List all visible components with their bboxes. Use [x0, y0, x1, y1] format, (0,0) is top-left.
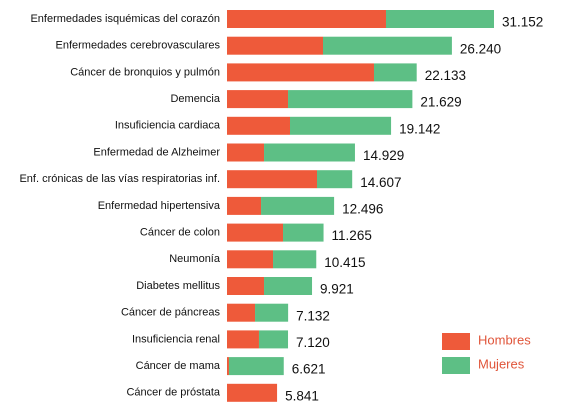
- bar-segment: [228, 357, 284, 376]
- total-label: 7.132: [296, 308, 330, 323]
- total-label: 10.415: [324, 255, 365, 270]
- category-label: Enfermedades isquémicas del corazón: [30, 13, 220, 25]
- bar-segment: [227, 196, 262, 215]
- bar-segment: [255, 303, 289, 322]
- bar-segment: [227, 36, 323, 55]
- bar-segment: [227, 143, 265, 162]
- bar-segment: [227, 63, 374, 82]
- bar-segment: [227, 170, 317, 189]
- category-label: Diabetes mellitus: [136, 280, 220, 292]
- bar-segment: [227, 277, 265, 295]
- bar-segment: [258, 330, 289, 349]
- total-label: 26.240: [460, 41, 501, 56]
- total-label: 5.841: [285, 388, 319, 403]
- bar-segment: [283, 223, 324, 242]
- bar-segment: [227, 357, 229, 376]
- total-label: 31.152: [502, 15, 543, 30]
- bar-segment: [289, 116, 392, 135]
- bar-segment: [227, 250, 274, 269]
- category-label: Enfermedad hipertensiva: [98, 200, 221, 212]
- legend-swatch: [442, 357, 470, 374]
- category-label: Cáncer de colon: [140, 227, 220, 239]
- bar-segment: [227, 223, 284, 242]
- bar-segment: [373, 63, 417, 82]
- bar-segment: [385, 10, 494, 28]
- category-label: Insuficiencia renal: [132, 333, 220, 345]
- total-label: 12.496: [342, 201, 383, 216]
- total-label: 7.120: [296, 335, 330, 350]
- category-label: Cáncer de bronquios y pulmón: [70, 66, 220, 78]
- bar-segment: [227, 116, 290, 135]
- category-label: Insuficiencia cardiaca: [115, 120, 221, 132]
- bar-segment: [227, 90, 289, 109]
- category-label: Enfermedad de Alzheimer: [93, 146, 220, 158]
- bar-segment: [288, 90, 413, 109]
- total-label: 6.621: [292, 362, 326, 377]
- category-label: Cáncer de mama: [136, 360, 221, 372]
- total-label: 22.133: [425, 68, 466, 83]
- total-label: 11.265: [332, 228, 372, 243]
- category-label: Neumonía: [169, 253, 221, 265]
- legend-swatch: [442, 333, 470, 350]
- bar-segment: [227, 383, 278, 402]
- legend-label: Hombres: [478, 332, 531, 347]
- total-label: 14.607: [360, 175, 401, 190]
- bar-segment: [316, 170, 353, 189]
- category-label: Enf. crónicas de las vías respiratorias …: [19, 173, 220, 185]
- category-label: Cáncer de próstata: [126, 387, 220, 399]
- total-label: 19.142: [399, 121, 440, 136]
- total-label: 14.929: [363, 148, 404, 163]
- legend-label: Mujeres: [478, 356, 525, 371]
- bar-segment: [273, 250, 317, 269]
- bar-segment: [227, 303, 256, 322]
- bar-segment: [322, 36, 452, 55]
- bar-segment: [264, 277, 313, 295]
- category-label: Cáncer de páncreas: [121, 307, 221, 319]
- total-label: 21.629: [420, 95, 461, 110]
- total-label: 9.921: [320, 282, 354, 297]
- bar-segment: [227, 330, 259, 349]
- bar-segment: [227, 10, 386, 28]
- bar-segment: [264, 143, 355, 162]
- category-label: Enfermedades cerebrovasculares: [56, 40, 221, 52]
- category-label: Demencia: [170, 93, 220, 105]
- bar-segment: [261, 196, 335, 215]
